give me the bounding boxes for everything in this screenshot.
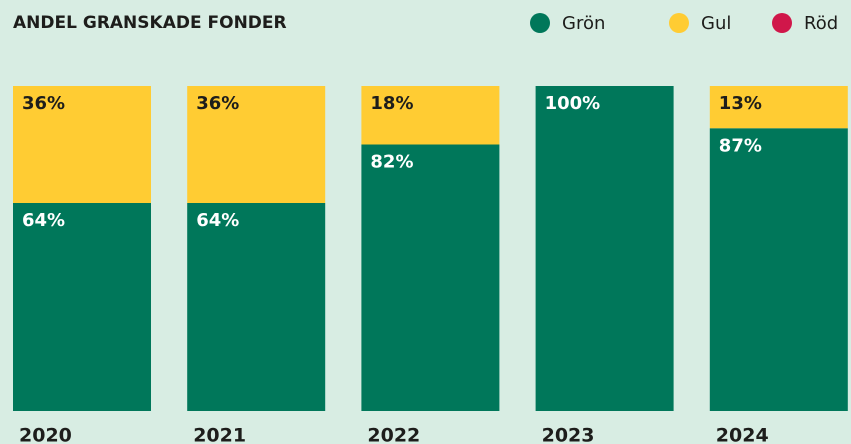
x-tick-label: 2021 bbox=[193, 425, 246, 444]
value-label: 18% bbox=[370, 93, 413, 114]
value-label: 13% bbox=[719, 93, 762, 114]
x-tick-label: 2022 bbox=[367, 425, 420, 444]
x-tick-label: 2020 bbox=[19, 425, 72, 444]
legend-label: Grön bbox=[562, 13, 605, 34]
legend-swatch bbox=[530, 13, 550, 33]
value-label: 36% bbox=[196, 93, 239, 114]
legend-label: Gul bbox=[701, 13, 731, 34]
chart-title: ANDEL GRANSKADE FONDER bbox=[13, 13, 287, 33]
bar-segment bbox=[13, 86, 151, 203]
legend-swatch bbox=[669, 13, 689, 33]
legend-label: Röd bbox=[804, 13, 838, 34]
bar-segment bbox=[187, 86, 326, 203]
bar-segment bbox=[187, 203, 326, 411]
bar-segment bbox=[535, 86, 674, 411]
value-label: 36% bbox=[22, 93, 65, 114]
bar-segment bbox=[13, 203, 151, 411]
value-label: 64% bbox=[196, 210, 239, 231]
value-label: 82% bbox=[370, 152, 413, 173]
value-label: 87% bbox=[719, 135, 762, 156]
x-tick-label: 2024 bbox=[716, 425, 769, 444]
bar-segment bbox=[361, 86, 500, 145]
value-label: 100% bbox=[545, 93, 601, 114]
value-label: 64% bbox=[22, 210, 65, 231]
bar-segment bbox=[709, 86, 848, 129]
legend-swatch bbox=[772, 13, 792, 33]
x-tick-label: 2023 bbox=[542, 425, 595, 444]
bar-segment bbox=[361, 144, 500, 411]
bar-segment bbox=[709, 128, 848, 411]
